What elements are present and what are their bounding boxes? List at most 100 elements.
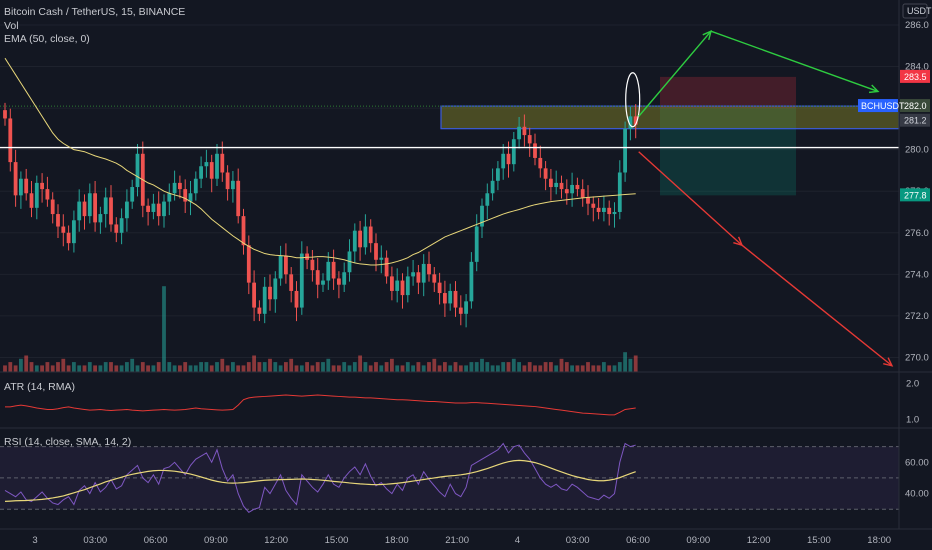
volume-bar: [183, 362, 188, 372]
candle-body: [570, 184, 574, 194]
volume-bar: [432, 358, 437, 372]
volume-bar: [564, 362, 569, 372]
volume-bar: [501, 362, 506, 372]
candle-body: [395, 280, 400, 291]
volume-bar: [87, 362, 92, 372]
currency-tag: [902, 3, 928, 19]
volume-bar: [310, 365, 315, 372]
candle-body: [299, 253, 304, 308]
candle-body: [554, 182, 559, 188]
volume-bar: [156, 362, 161, 372]
volume-bar: [125, 362, 129, 372]
candle-body: [469, 261, 474, 302]
candle-body: [390, 276, 394, 291]
candle-body: [580, 189, 585, 198]
candle-body: [321, 280, 325, 285]
volume-bar: [268, 358, 272, 372]
candle-body: [326, 261, 331, 281]
volume-bar: [411, 365, 415, 372]
stop-loss-zone: [660, 76, 796, 109]
volume-bar: [29, 362, 34, 372]
volume-bar: [358, 355, 362, 372]
volume-bar: [437, 365, 442, 372]
candle-body: [427, 263, 431, 275]
candle-body: [458, 307, 463, 314]
volume-bar: [549, 362, 553, 372]
candle-body: [19, 178, 23, 196]
candle-body: [612, 211, 617, 215]
volume-bar: [506, 362, 511, 372]
volume-bar: [262, 362, 267, 372]
volume-bar: [215, 362, 219, 372]
time-tick-label: 09:00: [204, 535, 228, 546]
volume-bar: [45, 362, 50, 372]
candle-body: [432, 274, 437, 283]
candle-body: [178, 182, 182, 190]
candle-body: [151, 203, 156, 212]
volume-bar: [448, 365, 453, 372]
atr-tick-label: 2.0: [906, 378, 919, 389]
candle-body: [591, 203, 596, 208]
candle-body: [501, 153, 506, 169]
candle-body: [3, 110, 7, 119]
volume-bar: [305, 362, 309, 372]
volume-bar: [326, 358, 331, 372]
candle-body: [156, 203, 161, 217]
volume-bar: [241, 365, 246, 372]
volume-bar: [140, 362, 145, 372]
volume-bar: [617, 362, 622, 372]
rsi-tick-label: 60.00: [905, 457, 929, 468]
candle-body: [87, 193, 92, 217]
candle-body: [533, 143, 537, 158]
volume-bar: [220, 358, 225, 372]
volume-bar: [103, 362, 108, 372]
candle-body: [517, 126, 521, 140]
trade-zones: [0, 76, 900, 196]
candle-body: [337, 278, 341, 285]
volume-bar: [231, 362, 235, 372]
volume-bar: [527, 362, 532, 372]
volume-bar: [199, 362, 203, 372]
volume-bar: [517, 362, 521, 372]
candle-body: [93, 193, 97, 223]
candle-body: [617, 172, 622, 212]
atr-tick-label: 1.0: [906, 415, 919, 426]
candle-body: [543, 168, 548, 179]
volume-bar: [93, 365, 97, 372]
candle-body: [305, 253, 309, 260]
volume-bar: [464, 365, 468, 372]
volume-bar: [384, 362, 389, 372]
candle-body: [82, 201, 87, 217]
volume-bar: [458, 365, 463, 372]
volume-bar: [294, 365, 299, 372]
candle-body: [146, 205, 150, 212]
candle-body: [231, 180, 235, 190]
volume-bar: [162, 286, 166, 372]
candle-body: [135, 153, 140, 188]
candle-body: [98, 214, 103, 223]
time-tick-label: 12:00: [264, 535, 288, 546]
volume-bar: [474, 362, 479, 372]
candle-body: [284, 255, 288, 275]
volume-bar: [379, 365, 384, 372]
candle-body: [215, 153, 219, 179]
volume-bar: [193, 365, 198, 372]
volume-bar: [135, 365, 140, 372]
candle-body: [464, 301, 468, 314]
volume-bar: [130, 358, 135, 372]
candle-body: [278, 255, 283, 279]
ema-legend: EMA (50, close, 0): [4, 33, 90, 45]
volume-layer: [3, 286, 638, 372]
candle-body: [188, 193, 193, 202]
volume-bar: [363, 362, 368, 372]
volume-bar: [209, 365, 214, 372]
volume-bar: [352, 362, 357, 372]
rsi-sma-line: [4, 459, 636, 503]
candle-body: [416, 272, 421, 283]
volume-bar: [405, 362, 410, 372]
volume-bar: [178, 365, 182, 372]
volume-bar: [77, 365, 82, 372]
volume-bar: [596, 365, 601, 372]
volume-bar: [633, 355, 638, 372]
